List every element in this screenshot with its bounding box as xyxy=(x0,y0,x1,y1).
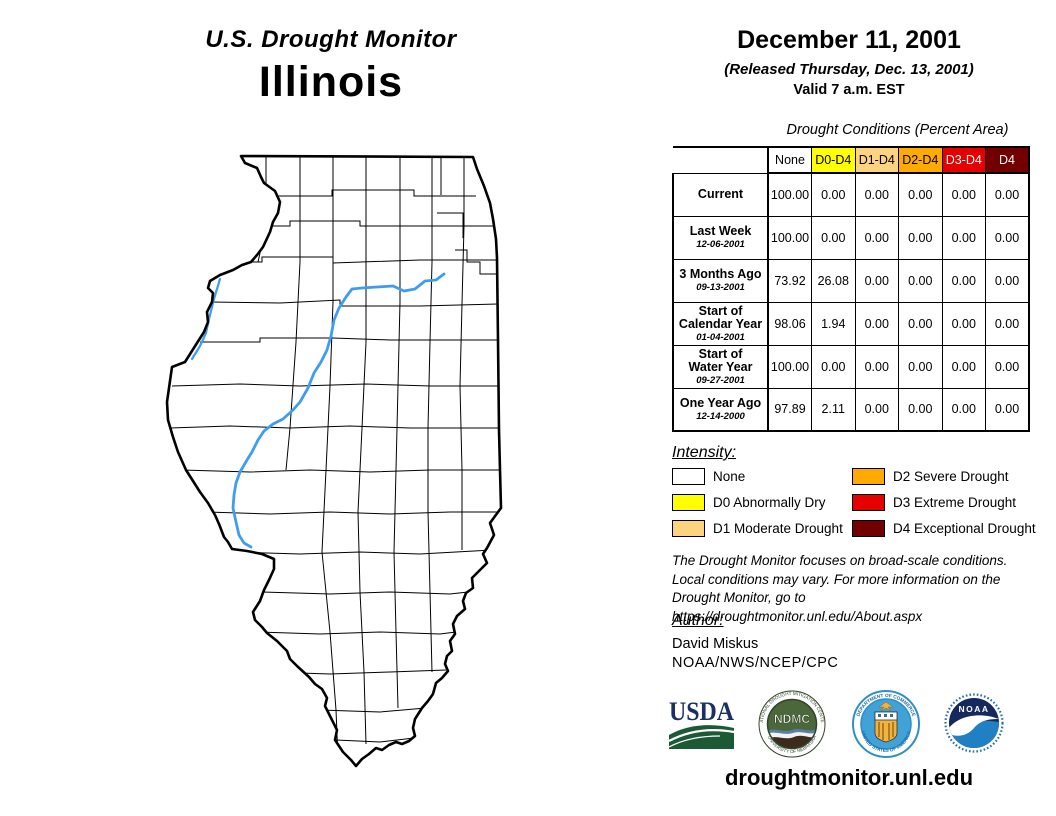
row-label-current: Current xyxy=(672,172,769,217)
table-cell: 0.00 xyxy=(898,258,943,303)
table-cell: 97.89 xyxy=(767,387,812,432)
table-cell: 0.00 xyxy=(985,172,1030,217)
table-cell: 0.00 xyxy=(985,344,1030,389)
author-org: NOAA/NWS/NCEP/CPC xyxy=(672,655,839,671)
table-row: Start of Calendar Year 01-04-2001 98.06 1… xyxy=(672,301,1030,346)
footer-url: droughtmonitor.unl.edu xyxy=(724,765,974,790)
author-heading: Author: xyxy=(672,612,724,629)
date-block: December 11, 2001 (Released Thursday, De… xyxy=(656,26,1042,98)
table-cell: 0.00 xyxy=(941,387,986,432)
table-cell: 0.00 xyxy=(854,387,899,432)
page-title: U.S. Drought Monitor xyxy=(205,26,457,53)
table-cell: 0.00 xyxy=(811,172,856,217)
table-cell: 100.00 xyxy=(767,215,812,260)
legend-swatch-d3 xyxy=(852,494,885,511)
table-cell: 0.00 xyxy=(941,258,986,303)
legend-swatch-d4 xyxy=(852,520,885,537)
disclaimer-text: The Drought Monitor focuses on broad-sca… xyxy=(672,553,1008,624)
legend-swatch-none xyxy=(672,468,705,485)
legend-swatch-d1 xyxy=(672,520,705,537)
row-label-start-calendar-year: Start of Calendar Year 01-04-2001 xyxy=(672,301,769,346)
col-header-d0d4: D0-D4 xyxy=(811,146,856,174)
legend-swatch-d2 xyxy=(852,468,885,485)
title-block: U.S. Drought Monitor Illinois xyxy=(145,26,517,107)
table-title: Drought Conditions (Percent Area) xyxy=(786,122,1009,138)
table-cell: 1.94 xyxy=(811,301,856,346)
table-cell: 0.00 xyxy=(985,215,1030,260)
illinois-river xyxy=(231,272,446,549)
table-cell: 0.00 xyxy=(985,301,1030,346)
table-cell: 0.00 xyxy=(941,301,986,346)
table-cell: 0.00 xyxy=(854,344,899,389)
report-date: December 11, 2001 xyxy=(737,26,961,54)
table-cell: 0.00 xyxy=(854,215,899,260)
table-row: Last Week 12-06-2001 100.00 0.00 0.00 0.0… xyxy=(672,215,1030,260)
legend-swatch-d0 xyxy=(672,494,705,511)
table-cell: 0.00 xyxy=(811,215,856,260)
drought-conditions-table: None D0-D4 D1-D4 D2-D4 D3-D4 D4 Current … xyxy=(672,146,1030,432)
valid-time: Valid 7 a.m. EST xyxy=(793,82,905,98)
table-row: One Year Ago 12-14-2000 97.89 2.11 0.00 0… xyxy=(672,387,1030,432)
commerce-seal-logo: DEPARTMENT OF COMMERCE UNITED STATES OF … xyxy=(852,690,920,758)
state-shape xyxy=(167,156,501,766)
table-cell: 0.00 xyxy=(941,172,986,217)
usda-logo-text: USDA xyxy=(669,699,734,726)
state-border xyxy=(165,154,503,768)
table-cell: 0.00 xyxy=(985,387,1030,432)
table-cell: 0.00 xyxy=(898,215,943,260)
table-cell: 100.00 xyxy=(767,344,812,389)
table-cell: 73.92 xyxy=(767,258,812,303)
col-header-d3d4: D3-D4 xyxy=(941,146,986,174)
table-row: Start of Water Year 09-27-2001 100.00 0.0… xyxy=(672,344,1030,389)
table-cell: 2.11 xyxy=(811,387,856,432)
col-header-d2d4: D2-D4 xyxy=(898,146,943,174)
row-label-one-year-ago: One Year Ago 12-14-2000 xyxy=(672,387,769,432)
table-cell: 0.00 xyxy=(898,344,943,389)
ndmc-logo-text: NDMC xyxy=(774,712,810,726)
table-row: 3 Months Ago 09-13-2001 73.92 26.08 0.00 … xyxy=(672,258,1030,303)
table-cell: 0.00 xyxy=(898,172,943,217)
table-cell: 26.08 xyxy=(811,258,856,303)
usda-logo: USDA xyxy=(668,699,734,749)
table-cell: 0.00 xyxy=(941,215,986,260)
col-header-d1d4: D1-D4 xyxy=(854,146,899,174)
row-label-last-week: Last Week 12-06-2001 xyxy=(672,215,769,260)
table-cell: 0.00 xyxy=(854,172,899,217)
noaa-logo: NOAA xyxy=(944,693,1004,753)
noaa-logo-text: NOAA xyxy=(958,704,989,714)
table-corner-spacer xyxy=(673,146,768,173)
row-label-start-water-year: Start of Water Year 09-27-2001 xyxy=(672,344,769,389)
col-header-none: None xyxy=(767,146,812,174)
table-cell: 0.00 xyxy=(941,344,986,389)
commerce-eagle-shield xyxy=(874,701,898,743)
author-name: David Miskus xyxy=(672,636,759,652)
table-cell: 0.00 xyxy=(811,344,856,389)
released-date: (Released Thursday, Dec. 13, 2001) xyxy=(724,61,974,78)
table-cell: 0.00 xyxy=(854,258,899,303)
legend-heading: Intensity: xyxy=(672,444,737,461)
col-header-d4: D4 xyxy=(985,146,1030,174)
table-cell: 0.00 xyxy=(898,301,943,346)
table-cell: 0.00 xyxy=(854,301,899,346)
table-cell: 98.06 xyxy=(767,301,812,346)
table-row: Current 100.00 0.00 0.00 0.00 0.00 0.00 xyxy=(672,172,1030,217)
noaa-gull-shape xyxy=(949,715,999,736)
row-label-3-months-ago: 3 Months Ago 09-13-2001 xyxy=(672,258,769,303)
ndmc-logo: NDMC NATIONAL DROUGHT MITIGATION CENTER … xyxy=(757,689,826,758)
state-name-title: Illinois xyxy=(258,58,404,106)
table-header-row: None D0-D4 D1-D4 D2-D4 D3-D4 D4 xyxy=(673,146,1030,174)
table-cell: 0.00 xyxy=(898,387,943,432)
table-cell: 0.00 xyxy=(985,258,1030,303)
table-cell: 100.00 xyxy=(767,172,812,217)
